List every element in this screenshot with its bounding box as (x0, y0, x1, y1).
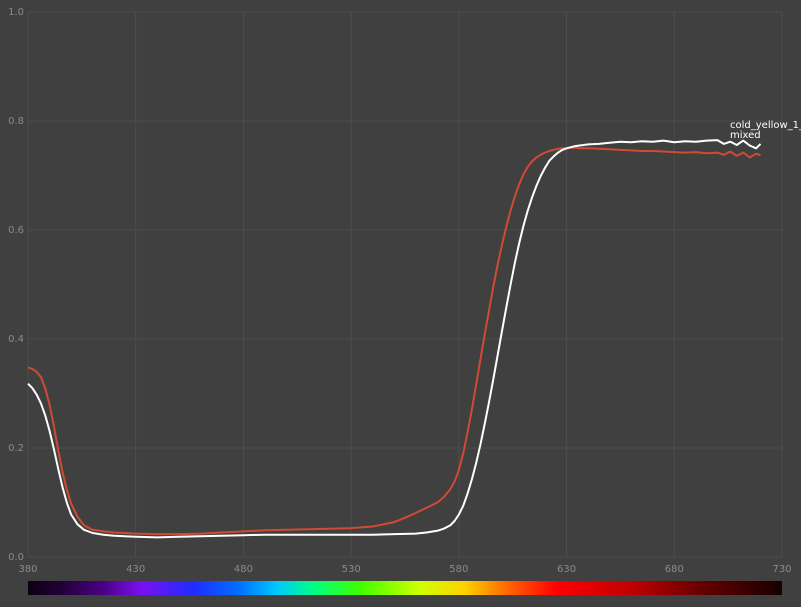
series-line-cold-yellow-1 (27, 139, 762, 539)
y-tick-label: 0.8 (8, 116, 24, 127)
series-label: mixed (730, 130, 761, 141)
x-tick-label: 630 (557, 564, 576, 575)
x-tick-label: 680 (665, 564, 684, 575)
x-tick-label: 730 (772, 564, 791, 575)
series-line-mixed (27, 146, 761, 536)
y-axis-ticks: 0.0 0.2 0.4 0.6 0.8 1.0 (8, 7, 24, 563)
x-tick-label: 580 (449, 564, 468, 575)
y-tick-label: 0.4 (8, 334, 24, 345)
spectrum-bar (28, 581, 782, 595)
series-label: cold_yellow_1_ (730, 120, 801, 131)
y-tick-label: 0.2 (8, 443, 24, 454)
y-tick-label: 0.0 (8, 552, 24, 563)
x-tick-label: 430 (126, 564, 145, 575)
x-tick-label: 480 (234, 564, 253, 575)
spectrum-gradient (28, 581, 782, 595)
x-tick-label: 530 (342, 564, 361, 575)
y-tick-label: 0.6 (8, 225, 24, 236)
grid (27, 11, 783, 558)
x-axis-ticks: 380 430 480 530 580 630 680 730 (18, 564, 791, 575)
series-labels: cold_yellow_1_mixed (730, 120, 801, 141)
x-tick-label: 380 (18, 564, 37, 575)
y-tick-label: 1.0 (8, 7, 24, 18)
series-lines (27, 139, 762, 539)
